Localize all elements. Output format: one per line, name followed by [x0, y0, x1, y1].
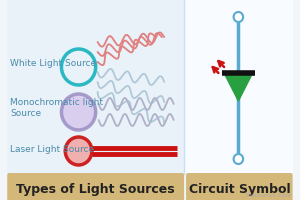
Circle shape [65, 137, 92, 165]
Circle shape [234, 154, 243, 164]
Text: White Light Source: White Light Source [10, 58, 96, 67]
FancyBboxPatch shape [184, 0, 292, 174]
Circle shape [61, 95, 96, 130]
Text: Electronics Ease: Electronics Ease [246, 192, 291, 197]
Text: Monochromatic light
Source: Monochromatic light Source [10, 98, 103, 117]
Text: Laser Light Source: Laser Light Source [10, 145, 94, 154]
Polygon shape [224, 74, 253, 101]
FancyBboxPatch shape [7, 0, 184, 174]
Text: Types of Light Sources: Types of Light Sources [16, 182, 175, 195]
FancyBboxPatch shape [7, 173, 184, 200]
FancyBboxPatch shape [186, 173, 292, 200]
Text: Circuit Symbol: Circuit Symbol [188, 182, 290, 195]
Circle shape [234, 13, 243, 23]
